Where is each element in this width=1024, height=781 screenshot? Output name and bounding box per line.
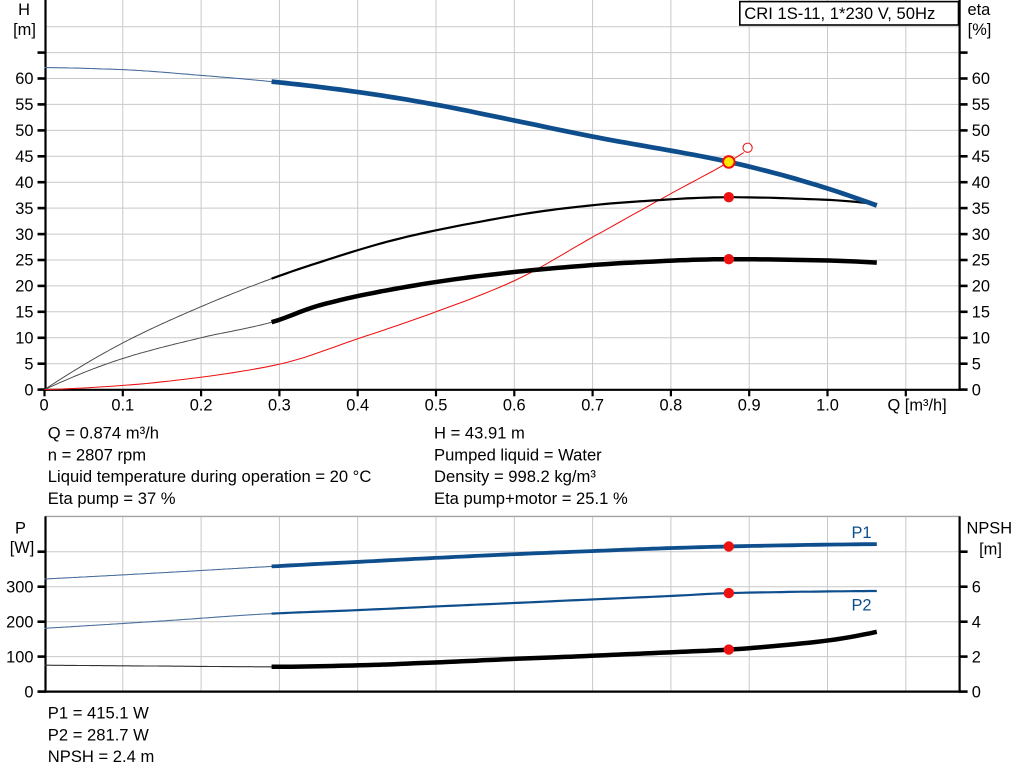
svg-text:0: 0 (39, 397, 48, 415)
svg-text:30: 30 (15, 226, 33, 244)
svg-text:25: 25 (15, 252, 33, 270)
svg-text:Eta pump = 37 %: Eta pump = 37 % (48, 489, 176, 508)
svg-text:0.5: 0.5 (425, 397, 448, 415)
svg-text:0: 0 (24, 683, 33, 701)
svg-text:0.8: 0.8 (660, 397, 683, 415)
svg-text:Liquid temperature during oper: Liquid temperature during operation = 20… (48, 467, 372, 486)
svg-text:300: 300 (6, 578, 33, 596)
svg-text:0: 0 (24, 381, 33, 399)
svg-text:0: 0 (972, 683, 981, 701)
svg-text:100: 100 (6, 648, 33, 666)
svg-text:Density = 998.2 kg/m³: Density = 998.2 kg/m³ (434, 467, 596, 486)
svg-text:P2 = 281.7 W: P2 = 281.7 W (48, 725, 149, 744)
svg-text:45: 45 (15, 148, 33, 166)
svg-text:15: 15 (972, 304, 990, 322)
svg-text:Eta pump+motor = 25.1 %: Eta pump+motor = 25.1 % (434, 489, 628, 508)
svg-text:CRI 1S-11, 1*230 V, 50Hz: CRI 1S-11, 1*230 V, 50Hz (744, 4, 935, 23)
svg-text:0.4: 0.4 (346, 397, 369, 415)
svg-text:55: 55 (972, 96, 990, 114)
svg-text:1.0: 1.0 (816, 397, 839, 415)
svg-text:0: 0 (972, 381, 981, 399)
svg-text:25: 25 (972, 252, 990, 270)
svg-text:0.7: 0.7 (581, 397, 604, 415)
svg-text:0.1: 0.1 (111, 397, 134, 415)
svg-text:NPSH: NPSH (967, 520, 1013, 538)
svg-text:5: 5 (24, 355, 33, 373)
svg-text:15: 15 (15, 304, 33, 322)
svg-text:60: 60 (15, 70, 33, 88)
svg-text:50: 50 (972, 122, 990, 140)
svg-text:5: 5 (972, 355, 981, 373)
svg-text:[m]: [m] (979, 541, 1002, 559)
svg-text:P: P (15, 520, 26, 538)
svg-text:20: 20 (15, 278, 33, 296)
svg-text:[W]: [W] (10, 539, 35, 557)
svg-text:35: 35 (972, 200, 990, 218)
svg-text:6: 6 (972, 578, 981, 596)
svg-text:10: 10 (972, 329, 990, 347)
svg-text:50: 50 (15, 122, 33, 140)
svg-text:200: 200 (6, 613, 33, 631)
svg-text:[m]: [m] (13, 21, 36, 39)
svg-text:[%]: [%] (968, 21, 992, 39)
svg-text:60: 60 (972, 70, 990, 88)
svg-text:10: 10 (15, 329, 33, 347)
svg-text:eta: eta (968, 1, 992, 19)
svg-text:0.3: 0.3 (268, 397, 291, 415)
svg-text:Pumped liquid = Water: Pumped liquid = Water (434, 445, 602, 464)
svg-text:0.9: 0.9 (738, 397, 761, 415)
svg-text:Q = 0.874 m³/h: Q = 0.874 m³/h (48, 424, 159, 443)
svg-text:4: 4 (972, 613, 981, 631)
svg-text:40: 40 (15, 174, 33, 192)
svg-text:55: 55 (15, 96, 33, 114)
svg-text:0.2: 0.2 (190, 397, 213, 415)
svg-text:45: 45 (972, 148, 990, 166)
svg-text:40: 40 (972, 174, 990, 192)
svg-text:P2: P2 (852, 597, 872, 615)
svg-text:H: H (18, 1, 30, 19)
svg-text:20: 20 (972, 278, 990, 296)
svg-text:NPSH = 2.4 m: NPSH = 2.4 m (48, 747, 155, 766)
svg-text:n = 2807 rpm: n = 2807 rpm (48, 445, 146, 464)
svg-text:P1: P1 (852, 524, 872, 542)
svg-text:H = 43.91 m: H = 43.91 m (434, 424, 525, 443)
svg-text:30: 30 (972, 226, 990, 244)
svg-text:0.6: 0.6 (503, 397, 526, 415)
svg-text:Q [m³/h]: Q [m³/h] (888, 397, 947, 415)
svg-text:2: 2 (972, 648, 981, 666)
svg-text:P1 = 415.1 W: P1 = 415.1 W (48, 704, 149, 723)
svg-text:35: 35 (15, 200, 33, 218)
